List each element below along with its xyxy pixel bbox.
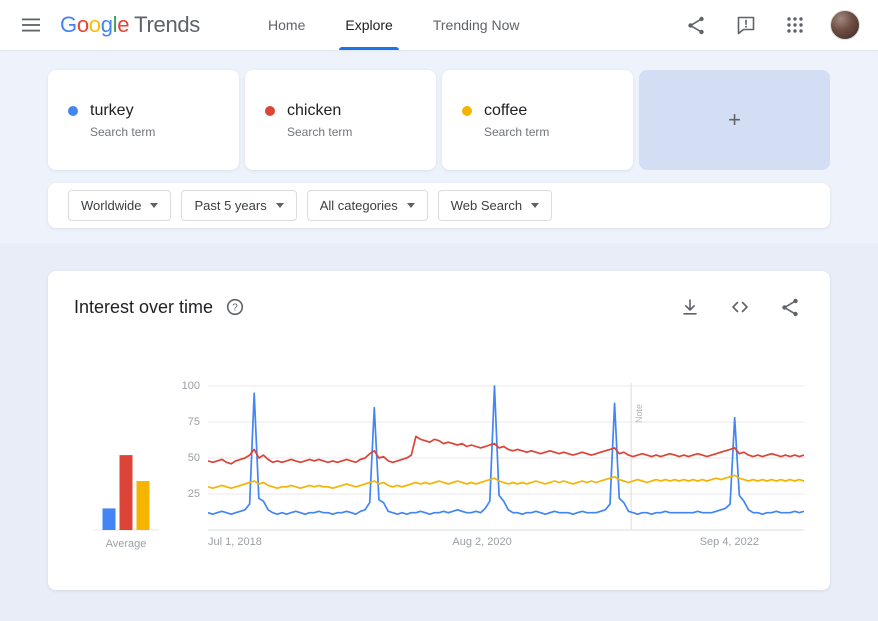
term-text: chicken Search term <box>287 102 352 139</box>
chart-area: Average 100 75 50 25 Note Jul 1, 2018 Au… <box>74 380 804 556</box>
feedback-icon[interactable] <box>732 11 760 39</box>
x-tick: Aug 2, 2020 <box>452 536 512 548</box>
filter-label: Worldwide <box>81 198 142 213</box>
y-tick-label: 75 <box>187 416 200 428</box>
svg-text:?: ? <box>232 303 238 314</box>
term-sublabel: Search term <box>287 124 353 139</box>
chevron-down-icon <box>275 203 284 208</box>
download-icon[interactable] <box>676 293 704 321</box>
line-chart[interactable] <box>208 381 804 531</box>
plot-column: Note Jul 1, 2018 Aug 2, 2020 Sep 4, 2022 <box>208 381 804 556</box>
average-bar-chart <box>93 455 159 531</box>
term-text: coffee Search term <box>484 102 549 139</box>
panel-header: Interest over time ? <box>74 293 804 321</box>
term-card-coffee[interactable]: coffee Search term <box>442 70 633 170</box>
term-card-chicken[interactable]: chicken Search term <box>245 70 436 170</box>
y-tick-label: 25 <box>187 488 200 500</box>
filter-time-dropdown[interactable]: Past 5 years <box>181 190 297 221</box>
logo-brand: Google <box>60 12 130 37</box>
add-comparison-card[interactable]: + <box>639 70 830 170</box>
x-tick: Jul 1, 2018 <box>208 536 262 548</box>
term-text: turkey Search term <box>90 102 155 139</box>
nav-explore[interactable]: Explore <box>325 0 412 50</box>
term-cards: turkey Search term chicken Search term c… <box>48 70 830 170</box>
term-dot <box>68 106 78 116</box>
compare-section: turkey Search term chicken Search term c… <box>0 50 878 243</box>
term-label: coffee <box>484 101 528 119</box>
primary-nav: Home Explore Trending Now <box>248 0 539 50</box>
note-label[interactable]: Note <box>634 403 645 423</box>
x-tick: Sep 4, 2022 <box>699 536 760 548</box>
embed-icon[interactable] <box>726 293 754 321</box>
avatar[interactable] <box>830 10 860 40</box>
chevron-down-icon <box>531 203 540 208</box>
panel-actions <box>676 293 804 321</box>
term-dot <box>462 106 472 116</box>
y-tick-label: 50 <box>187 452 200 464</box>
filter-region-dropdown[interactable]: Worldwide <box>68 190 172 221</box>
y-tick-label: 100 <box>181 380 200 392</box>
term-card-turkey[interactable]: turkey Search term <box>48 70 239 170</box>
average-label: Average <box>105 538 147 550</box>
x-axis: Jul 1, 2018 Aug 2, 2020 Sep 4, 2022 <box>208 536 804 556</box>
chevron-down-icon <box>150 203 159 208</box>
results-section: Interest over time ? <box>0 243 878 602</box>
share-icon[interactable] <box>682 11 710 39</box>
topbar-actions <box>682 10 860 40</box>
y-axis: 100 75 50 25 <box>174 380 208 531</box>
term-sublabel: Search term <box>484 124 550 139</box>
nav-home[interactable]: Home <box>268 17 306 33</box>
chevron-down-icon <box>406 203 415 208</box>
term-label: turkey <box>90 101 134 119</box>
top-bar: Google Trends Home Explore Trending Now <box>0 0 878 50</box>
apps-grid-icon[interactable] <box>782 12 808 38</box>
google-trends-logo[interactable]: Google Trends <box>60 12 200 38</box>
filter-label: Past 5 years <box>194 198 267 213</box>
menu-icon[interactable] <box>18 14 44 36</box>
plus-icon: + <box>728 107 741 132</box>
panel-title: Interest over time <box>74 296 214 317</box>
term-label: chicken <box>287 101 342 119</box>
filter-search-type-dropdown[interactable]: Web Search <box>437 190 553 221</box>
filter-bar: Worldwide Past 5 years All categories We… <box>48 183 830 228</box>
filter-label: Web Search <box>450 198 523 213</box>
filter-category-dropdown[interactable]: All categories <box>306 190 428 221</box>
nav-trending-now[interactable]: Trending Now <box>432 17 520 33</box>
share-icon[interactable] <box>776 293 804 321</box>
plot: Note <box>208 381 804 531</box>
filter-label: All categories <box>319 198 398 213</box>
logo-product: Trends <box>134 12 201 37</box>
interest-over-time-panel: Interest over time ? <box>48 271 830 590</box>
term-sublabel: Search term <box>90 124 156 139</box>
average-chart: Average <box>74 381 174 550</box>
help-icon[interactable]: ? <box>221 293 249 321</box>
term-dot <box>265 106 275 116</box>
